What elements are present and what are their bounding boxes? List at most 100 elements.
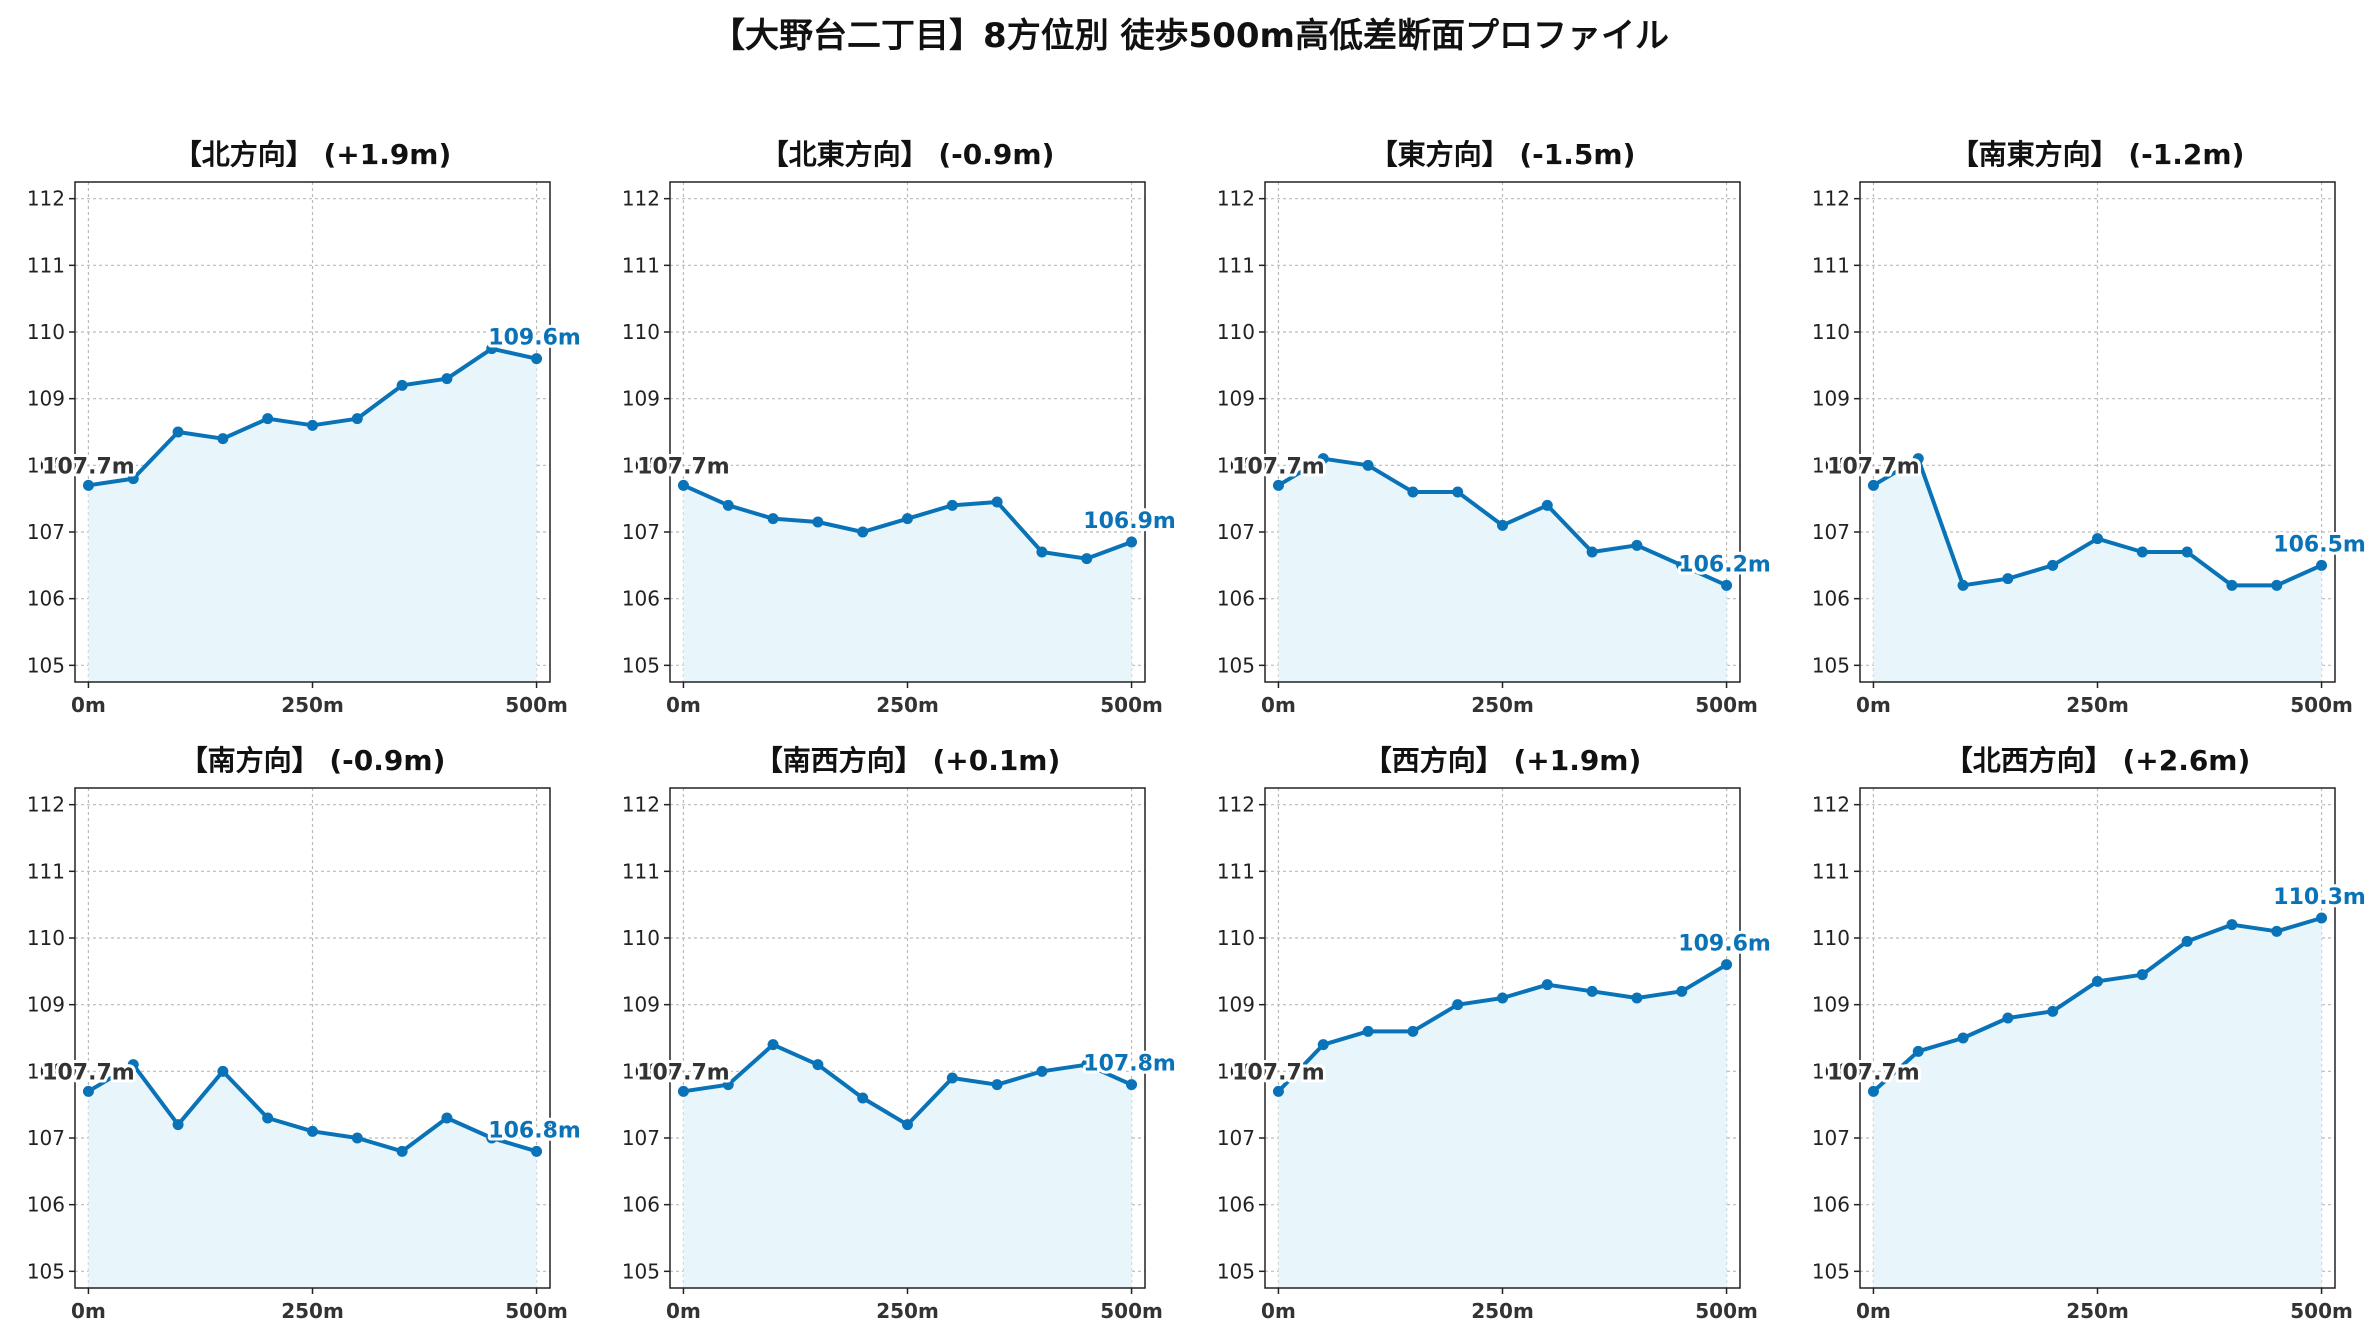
series-area xyxy=(1278,964,1727,1288)
chart-panel-6: 【西方向】 (+1.9m) 105 106 107 108 109 110 111 112 0m 2… xyxy=(1217,744,1774,1323)
data-point xyxy=(1497,519,1508,531)
data-point xyxy=(1957,579,1969,591)
y-tick-label: 112 xyxy=(1812,187,1850,211)
data-point xyxy=(1317,453,1329,465)
start-label: 107.7m xyxy=(1827,454,1920,479)
data-point xyxy=(1676,559,1688,571)
data-point xyxy=(2047,559,2059,571)
data-point xyxy=(262,413,274,425)
y-tick-label: 109 xyxy=(1217,387,1255,411)
chart-panel-1: 【北東方向】 (-0.9m) 105 106 107 108 109 110 111 112 0m… xyxy=(622,138,1179,717)
end-label: 110.3m xyxy=(2273,885,2366,910)
data-point xyxy=(812,516,824,528)
data-point xyxy=(857,526,869,538)
data-point xyxy=(767,1039,779,1051)
y-tick-label: 111 xyxy=(27,859,65,883)
y-tick-label: 110 xyxy=(1812,320,1850,344)
y-tick-label: 107 xyxy=(1812,520,1850,544)
data-point xyxy=(2002,573,2014,585)
y-tick-label: 109 xyxy=(1812,387,1850,411)
y-tick-label: 111 xyxy=(622,859,660,883)
y-tick-label: 107 xyxy=(27,1126,65,1150)
data-point xyxy=(1452,999,1464,1011)
panel-title: 【南東方向】 (-1.2m) xyxy=(1951,138,2245,171)
x-tick-label: 250m xyxy=(281,1299,344,1323)
end-label: 107.8m xyxy=(1083,1052,1176,1077)
data-point xyxy=(902,513,913,525)
y-tick-label: 108 xyxy=(27,453,65,477)
y-tick-label: 106 xyxy=(27,1193,65,1217)
x-tick-label: 0m xyxy=(1856,693,1891,717)
data-point xyxy=(351,413,363,425)
data-point xyxy=(1586,546,1598,558)
y-tick-label: 111 xyxy=(27,253,65,277)
data-point xyxy=(1631,992,1643,1004)
data-point xyxy=(1362,1025,1374,1037)
y-tick-label: 107 xyxy=(622,1126,660,1150)
y-tick-label: 106 xyxy=(622,1193,660,1217)
data-point xyxy=(441,373,453,385)
data-point xyxy=(1081,553,1093,565)
data-point xyxy=(441,1112,453,1124)
data-point xyxy=(1912,453,1924,465)
y-tick-label: 107 xyxy=(622,520,660,544)
series-area xyxy=(1278,458,1727,682)
x-tick-label: 0m xyxy=(666,1299,701,1323)
data-point xyxy=(677,1085,689,1097)
chart-panel-5: 【南西方向】 (+0.1m) 105 106 107 108 109 110 111 112 0m… xyxy=(622,744,1179,1323)
y-tick-label: 106 xyxy=(1217,1193,1255,1217)
y-tick-label: 109 xyxy=(1217,993,1255,1017)
data-point xyxy=(217,433,229,445)
panel-title: 【北東方向】 (-0.9m) xyxy=(761,138,1055,171)
data-point xyxy=(1036,546,1048,558)
x-tick-label: 0m xyxy=(666,693,701,717)
x-tick-label: 0m xyxy=(71,693,106,717)
data-point xyxy=(1586,985,1598,997)
y-tick-label: 109 xyxy=(27,387,65,411)
data-point xyxy=(2226,579,2238,591)
y-tick-label: 105 xyxy=(1217,653,1255,677)
y-tick-label: 110 xyxy=(1217,926,1255,950)
y-tick-label: 110 xyxy=(27,926,65,950)
series-area xyxy=(1873,458,2322,682)
y-tick-label: 112 xyxy=(622,793,660,817)
data-point xyxy=(1126,536,1138,548)
y-tick-label: 105 xyxy=(1812,1259,1850,1283)
data-point xyxy=(351,1132,363,1144)
y-tick-label: 112 xyxy=(622,187,660,211)
y-tick-label: 107 xyxy=(1217,520,1255,544)
chart-panel-4: 【南方向】 (-0.9m) 105 106 107 108 109 110 111 112 0m 2… xyxy=(27,744,584,1323)
x-tick-label: 250m xyxy=(1471,693,1534,717)
start-label: 107.7m xyxy=(637,1060,730,1085)
panel-title: 【西方向】 (+1.9m) xyxy=(1364,744,1642,777)
chart-panel-7: 【北西方向】 (+2.6m) 105 106 107 108 109 110 111 112 0m… xyxy=(1812,744,2369,1323)
data-point xyxy=(1407,486,1419,498)
data-point xyxy=(2136,969,2148,981)
data-point xyxy=(2271,579,2283,591)
y-tick-label: 111 xyxy=(622,253,660,277)
chart-panel-0: 【北方向】 (+1.9m) 105 106 107 108 109 110 111 112 0m 2… xyxy=(27,138,584,717)
data-point xyxy=(82,479,94,491)
y-tick-label: 108 xyxy=(622,1059,660,1083)
page-title: 【大野台二丁目】8方位別 徒歩500m高低差断面プロファイル xyxy=(711,16,1669,56)
data-point xyxy=(307,419,318,431)
data-point xyxy=(1676,985,1688,997)
y-tick-label: 109 xyxy=(622,387,660,411)
y-tick-label: 106 xyxy=(27,587,65,611)
data-point xyxy=(722,1079,734,1091)
data-point xyxy=(1497,992,1508,1004)
x-tick-label: 250m xyxy=(876,693,939,717)
x-tick-label: 500m xyxy=(505,1299,568,1323)
y-tick-label: 107 xyxy=(27,520,65,544)
data-point xyxy=(2092,533,2103,545)
data-point xyxy=(2092,975,2103,987)
data-point xyxy=(1317,1039,1329,1051)
x-tick-label: 250m xyxy=(281,693,344,717)
series-area xyxy=(683,1044,1132,1288)
start-label: 107.7m xyxy=(42,454,135,479)
y-tick-label: 110 xyxy=(622,926,660,950)
x-tick-label: 250m xyxy=(2066,1299,2129,1323)
series-area xyxy=(683,485,1132,682)
y-tick-label: 105 xyxy=(622,653,660,677)
